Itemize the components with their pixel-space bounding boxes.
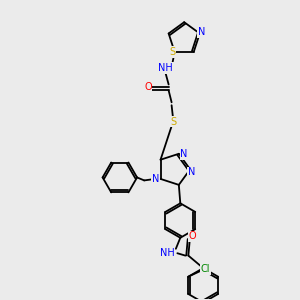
Text: S: S [169, 47, 175, 57]
Text: NH: NH [160, 248, 174, 258]
Text: O: O [189, 231, 196, 241]
Text: N: N [197, 27, 205, 37]
Text: N: N [152, 174, 159, 184]
Text: NH: NH [158, 63, 173, 73]
Text: O: O [144, 82, 152, 92]
Text: Cl: Cl [201, 264, 210, 274]
Text: N: N [188, 167, 195, 177]
Text: S: S [170, 117, 176, 127]
Text: N: N [181, 149, 188, 159]
